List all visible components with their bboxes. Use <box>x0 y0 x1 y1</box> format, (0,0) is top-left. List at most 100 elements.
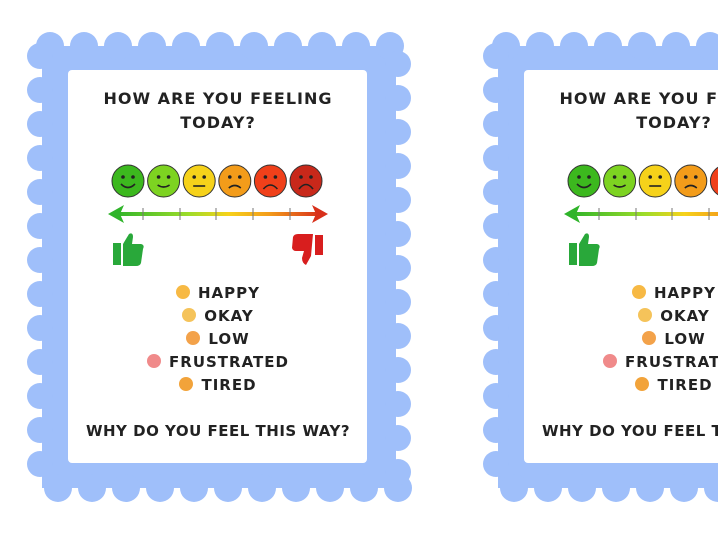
face <box>603 164 637 198</box>
card-art <box>27 32 412 502</box>
feeling-label: OKAY <box>660 307 710 325</box>
eye <box>166 175 171 179</box>
scallop <box>483 383 509 409</box>
mouth <box>120 183 136 189</box>
mouth <box>298 183 314 190</box>
emotion-face <box>638 164 672 198</box>
feeling-icon <box>179 377 194 391</box>
feeling-icon <box>635 377 650 391</box>
feeling-item: OKAY <box>524 307 718 325</box>
eye <box>684 175 688 179</box>
scallop <box>104 32 132 60</box>
face <box>709 166 718 196</box>
thumbs-up <box>569 233 600 266</box>
feeling-icon <box>147 354 162 368</box>
scallop <box>696 32 718 60</box>
eye <box>202 175 206 179</box>
feeling-label: TIRED <box>657 376 713 394</box>
scallop <box>500 474 528 502</box>
eye <box>263 175 268 179</box>
scallop <box>342 32 370 60</box>
scallop <box>27 349 53 375</box>
scallop <box>27 315 53 341</box>
scallop <box>146 474 174 502</box>
scallop <box>483 43 509 69</box>
thumbs-up <box>113 233 144 266</box>
feeling-item: LOW <box>68 330 368 348</box>
scallop <box>385 255 411 281</box>
emotion-face <box>567 164 601 198</box>
face <box>253 164 287 198</box>
eye <box>228 175 232 179</box>
emotion-face <box>709 166 718 196</box>
scallop <box>483 315 509 341</box>
scallop <box>483 213 509 239</box>
scallop <box>308 32 336 60</box>
emotion-face <box>111 164 145 198</box>
feeling-item: HAPPY <box>524 284 718 302</box>
face <box>218 164 252 198</box>
emotion-face <box>182 164 216 198</box>
scallop <box>112 474 140 502</box>
scallop <box>27 43 53 69</box>
scallop <box>560 32 588 60</box>
scallop <box>483 247 509 273</box>
scallop <box>282 474 310 502</box>
feeling-item: TIRED <box>68 376 368 394</box>
scallop <box>27 111 53 137</box>
feeling-label: HAPPY <box>653 284 716 302</box>
feeling-item: FRUSTRATED <box>524 353 718 371</box>
scallop <box>568 474 596 502</box>
scallop <box>628 32 656 60</box>
scallop <box>180 474 208 502</box>
mouth <box>228 184 242 189</box>
scallop <box>385 323 411 349</box>
eye <box>273 175 278 179</box>
eye <box>694 175 698 179</box>
feeling-label: FRUSTRATED <box>169 353 289 371</box>
eye <box>156 175 161 179</box>
eye <box>577 175 581 179</box>
scallop <box>483 281 509 307</box>
emotion-face <box>147 164 181 198</box>
scallop <box>385 425 411 451</box>
scallop <box>138 32 166 60</box>
scallop <box>385 459 411 485</box>
feeling-icon <box>631 285 646 299</box>
scallop <box>316 474 344 502</box>
feeling-item: FRUSTRATED <box>68 353 368 371</box>
scallop <box>27 179 53 205</box>
scale-line <box>572 212 718 216</box>
face <box>147 164 181 198</box>
emotion-face <box>289 164 323 198</box>
scallop <box>27 281 53 307</box>
face <box>111 164 145 198</box>
scallop <box>526 32 554 60</box>
title: HOW ARE YOU FEELING TODAY? <box>103 89 333 132</box>
scallop <box>483 77 509 103</box>
feeling-icon <box>182 308 197 322</box>
feeling-icon <box>603 354 618 368</box>
feeling-label: TIRED <box>201 376 257 394</box>
scallop <box>27 417 53 443</box>
scallop <box>44 474 72 502</box>
scallop <box>483 111 509 137</box>
scallop <box>483 451 509 477</box>
scallop <box>274 32 302 60</box>
scallop <box>385 85 411 111</box>
scallop <box>385 187 411 213</box>
feeling-icon <box>642 331 657 345</box>
feeling-label: LOW <box>208 330 250 348</box>
scallop <box>78 474 106 502</box>
worksheet-card: HOW ARE YOU FEELING TODAY? HAPPY OKAY LOW FR… <box>27 32 412 502</box>
scallop <box>534 474 562 502</box>
scallop <box>670 474 698 502</box>
mouth <box>576 183 592 189</box>
arrow-right <box>312 205 328 223</box>
mouth <box>613 184 627 188</box>
face <box>182 164 216 198</box>
feeling-item: TIRED <box>524 376 718 394</box>
emotion-face <box>603 164 637 198</box>
scallop <box>662 32 690 60</box>
scallop <box>385 153 411 179</box>
